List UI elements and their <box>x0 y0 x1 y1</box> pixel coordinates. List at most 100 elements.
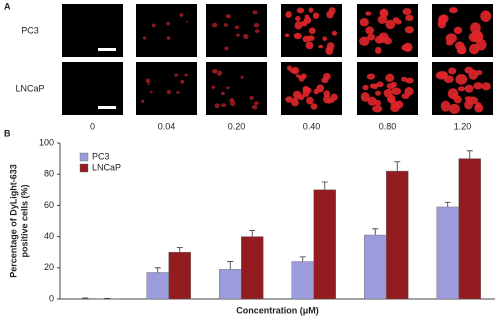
cell <box>323 90 331 98</box>
cell <box>379 9 388 16</box>
cell <box>387 96 394 104</box>
cell <box>481 82 491 91</box>
category-label: 0.20 <box>228 121 246 131</box>
cell <box>214 103 220 109</box>
cell <box>223 23 228 27</box>
error-bar <box>372 228 379 236</box>
cell <box>142 36 147 40</box>
cell <box>211 22 218 28</box>
cell <box>392 17 400 23</box>
cell <box>285 11 292 18</box>
bar <box>458 158 481 300</box>
cell <box>362 84 369 91</box>
bar <box>436 206 459 300</box>
cell <box>405 14 414 22</box>
cell <box>383 88 393 98</box>
cell <box>312 12 320 19</box>
bar <box>146 272 169 300</box>
cell <box>437 19 447 29</box>
cell <box>372 105 383 113</box>
category-label: 0.04 <box>158 121 176 131</box>
cell <box>296 74 301 78</box>
cell <box>391 87 402 96</box>
cell <box>321 77 329 84</box>
category-label: 0.40 <box>303 121 321 131</box>
panel-label: A <box>4 1 11 11</box>
error-bar <box>394 161 401 172</box>
cell <box>224 46 229 51</box>
y-axis-label: Percentage of DyLight-633 <box>8 164 18 278</box>
cell <box>308 7 314 13</box>
cell <box>242 33 249 39</box>
cell <box>166 36 171 40</box>
cell <box>180 79 185 84</box>
cell <box>295 16 301 22</box>
micrograph <box>136 62 197 115</box>
cell <box>480 10 492 23</box>
cell <box>253 101 259 106</box>
cell <box>285 96 294 103</box>
cell <box>403 42 413 52</box>
cell <box>359 36 370 47</box>
cell <box>211 85 216 89</box>
cell <box>366 73 376 80</box>
cell <box>331 30 338 36</box>
error-bar <box>154 267 161 273</box>
cell <box>464 84 474 93</box>
cell <box>226 86 230 90</box>
cell <box>166 90 171 95</box>
cell <box>385 19 396 30</box>
cell <box>291 98 299 107</box>
bar <box>168 251 191 300</box>
cell <box>468 69 479 80</box>
cell <box>445 33 457 44</box>
cell <box>371 83 379 90</box>
cell <box>374 46 382 55</box>
bar <box>219 269 242 300</box>
cell <box>308 27 316 35</box>
cell <box>303 16 312 24</box>
scale-bar <box>98 106 116 109</box>
cell <box>437 71 449 79</box>
category-label: 0 <box>90 121 95 131</box>
cell <box>221 91 225 96</box>
cell <box>475 102 482 109</box>
cell <box>376 81 384 88</box>
legend-swatch <box>79 163 89 173</box>
cell <box>221 103 227 108</box>
cell <box>310 103 318 110</box>
cell <box>212 70 216 74</box>
cell <box>440 100 451 112</box>
cell <box>473 82 483 90</box>
cell <box>146 79 151 84</box>
y-axis-label: positive cells (%) <box>19 184 29 257</box>
cell <box>451 93 459 100</box>
bar <box>386 170 409 300</box>
scale-bar <box>98 48 116 51</box>
error-bar <box>444 201 451 207</box>
cell <box>306 96 314 105</box>
cell <box>313 88 320 95</box>
cell <box>360 92 370 102</box>
x-axis-label: Concentration (μM) <box>236 305 319 315</box>
y-tick-label: 60 <box>44 200 54 210</box>
legend-label: LNCaP <box>92 162 121 172</box>
cell <box>325 46 334 55</box>
cell <box>455 73 468 85</box>
category-label: 1.20 <box>454 121 472 131</box>
cell <box>367 33 376 41</box>
cell <box>305 41 314 50</box>
cell <box>323 95 331 104</box>
cell <box>307 35 315 42</box>
cell <box>449 7 458 14</box>
cell <box>404 26 414 34</box>
cell <box>151 23 156 28</box>
cell <box>448 103 461 114</box>
cell <box>464 96 472 102</box>
cell <box>184 73 188 77</box>
cell <box>287 65 293 71</box>
cell <box>166 21 170 26</box>
cell <box>234 25 240 30</box>
cell <box>402 8 412 15</box>
